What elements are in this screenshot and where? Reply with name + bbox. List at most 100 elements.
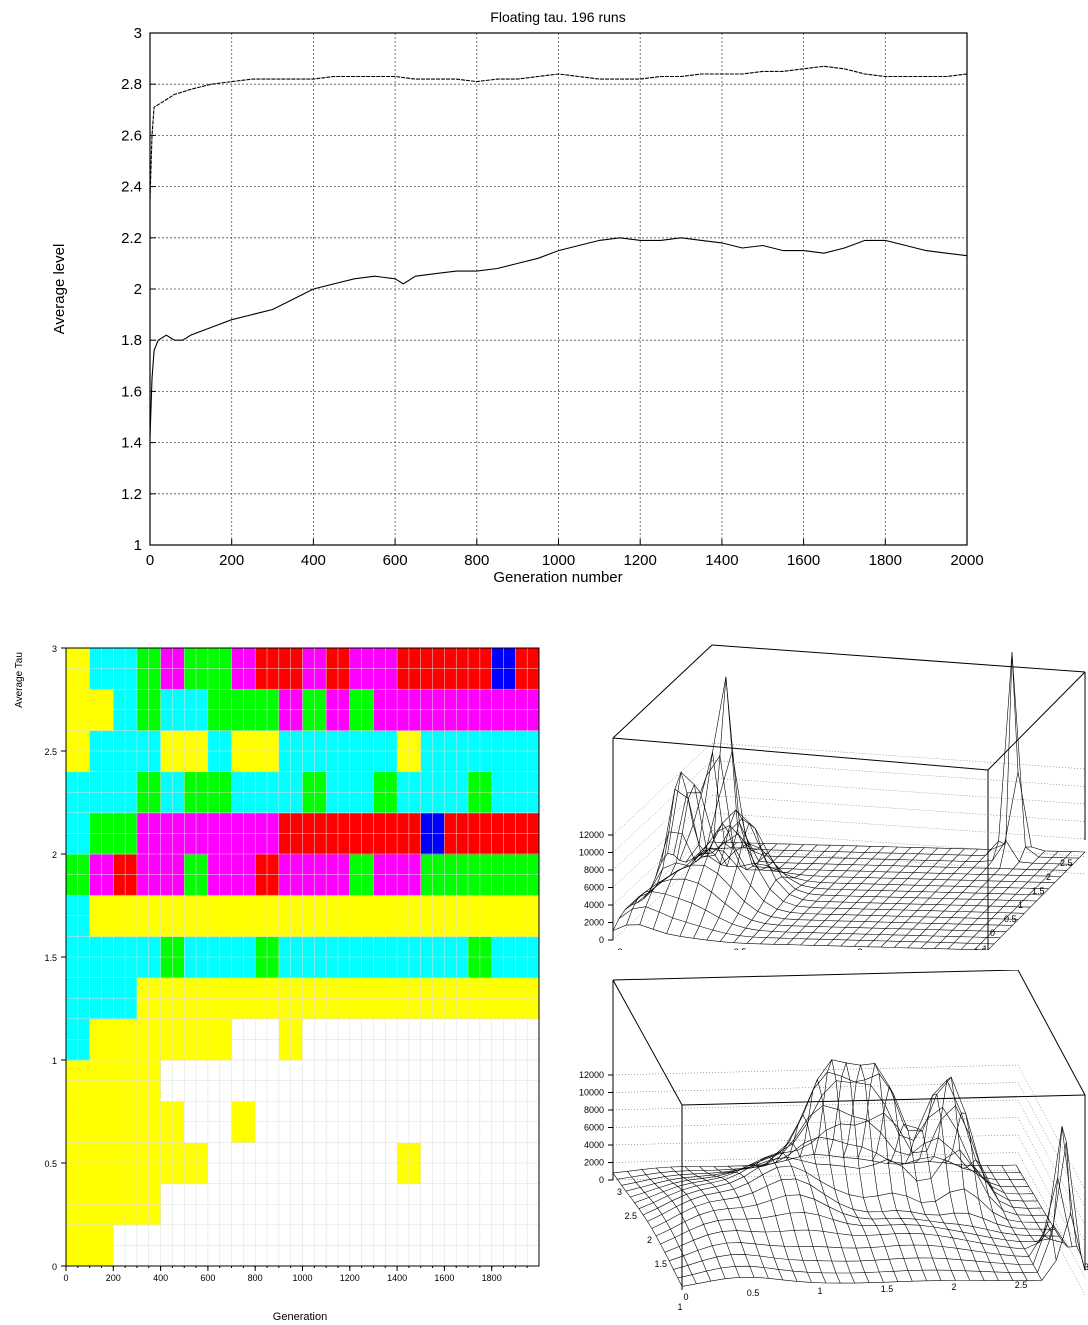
mesh-line <box>934 846 1032 949</box>
y-tick-label: 2 <box>1046 872 1051 882</box>
surface-lower-ticks: 0 2000 4000 6000 8000 10000 12000 0 0.5 1 1.5 2 2.5 1… <box>579 1064 1088 1310</box>
contour-cell <box>66 895 91 937</box>
surface-box <box>612 644 1086 950</box>
z-gridline <box>711 830 1086 857</box>
contour-cell <box>302 648 327 690</box>
contour-x-tick-label: 200 <box>106 1273 121 1283</box>
mesh-line <box>637 864 1013 926</box>
contour-cell <box>184 689 209 731</box>
z-tick-label: 6000 <box>584 1123 604 1133</box>
z-tick-label: 12000 <box>579 1070 604 1080</box>
contour-cell <box>66 1101 91 1143</box>
mesh-line <box>814 1058 884 1283</box>
contour-cell <box>468 895 493 937</box>
surface-upper-mesh <box>612 652 1086 950</box>
contour-cell <box>278 895 303 937</box>
contour-cell <box>468 812 493 855</box>
contour-cell <box>89 1018 114 1061</box>
z-tick-label: 10000 <box>579 848 604 858</box>
x-tick-label: 1800 <box>869 552 902 569</box>
contour-cell <box>255 895 280 937</box>
mesh-line <box>843 1064 913 1282</box>
z-tick-label: 10000 <box>579 1088 604 1098</box>
y-tick-label: 2.8 <box>121 76 142 93</box>
mesh-line <box>742 1156 812 1283</box>
contour-cell <box>302 895 327 937</box>
contour-cell <box>420 1142 445 1185</box>
y-tick-label: 2.4 <box>121 179 142 196</box>
mesh-line <box>630 878 1007 932</box>
x-tick-label: 2.5 <box>1015 1280 1028 1290</box>
z-gridline <box>612 812 713 906</box>
contour-cell <box>255 1101 280 1143</box>
mesh-line <box>667 771 1043 896</box>
z-gridline <box>612 1064 1019 1076</box>
contour-cell <box>302 1142 327 1185</box>
contour-x-ticks: 0 200 400 600 800 1000 1200 1400 1600 1800 <box>63 1266 528 1283</box>
y-tick-label: 1.2 <box>121 486 142 503</box>
y-axis-label: Average level <box>51 244 68 335</box>
x-axis-label: Generation number <box>493 569 622 586</box>
y-tick-label: 2.5 <box>624 1211 637 1221</box>
mesh-line <box>655 809 1031 908</box>
mesh-line <box>643 1149 1047 1216</box>
y-tick-label: 3 <box>617 1187 622 1197</box>
y-tick-label: 1 <box>134 537 142 554</box>
mesh-line <box>634 1073 1038 1203</box>
contour-y-tick-label: 3 <box>52 644 57 654</box>
grid <box>150 33 967 545</box>
z-tick-label: 0 <box>599 1175 604 1185</box>
y-tick-label: 1.6 <box>121 383 142 400</box>
mesh-line <box>679 754 1055 883</box>
contour-cell <box>397 895 422 937</box>
contour-cell <box>278 1018 303 1061</box>
mesh-line <box>660 1212 1064 1245</box>
mesh-line <box>612 924 989 950</box>
mesh-line <box>638 1104 1042 1209</box>
x-tick-label: 0 <box>146 552 154 569</box>
y-tick-label: 1.5 <box>1032 886 1045 896</box>
contour-cell <box>468 1018 493 1061</box>
contour-cell <box>302 1018 327 1061</box>
contour-cell <box>326 1142 351 1185</box>
z-gridline <box>612 847 713 941</box>
mesh-line <box>612 1153 1017 1174</box>
z-tick-label: 0 <box>599 935 604 945</box>
y-axis-ticks: 1 1.2 1.4 1.6 1.8 2 2.2 2.4 2.6 2.8 3 <box>121 25 156 554</box>
contour-y-tick-label: 2.5 <box>44 747 57 757</box>
line-chart: Floating tau. 196 runs 0 200 400 600 800 1000… <box>51 9 984 586</box>
mesh-line <box>703 652 1079 859</box>
contour-x-label: Generation <box>273 1311 327 1323</box>
z-gridline <box>612 1134 1019 1146</box>
contour-cell <box>397 1142 422 1185</box>
contour-cell <box>184 648 209 690</box>
contour-cell <box>397 648 422 690</box>
contour-cell <box>89 689 114 731</box>
contour-cell <box>255 689 280 731</box>
x-tick-label: 600 <box>383 552 408 569</box>
contour-y-tick-label: 0 <box>52 1262 57 1272</box>
y-tick-label: 3 <box>134 25 142 42</box>
y-tick-label: 1.8 <box>121 332 142 349</box>
mesh-line <box>655 1194 1060 1237</box>
mesh-line <box>661 788 1037 902</box>
z-gridline <box>1017 1099 1086 1226</box>
mesh-line <box>681 1212 1086 1287</box>
z-tick-label: 4000 <box>584 900 604 910</box>
x-tick-label: 1200 <box>624 552 657 569</box>
x-tick-label: 1.5 <box>974 947 987 950</box>
mesh-line <box>639 752 737 925</box>
mesh-line <box>746 845 845 944</box>
surface-box <box>612 970 1086 1290</box>
contour-cell <box>278 689 303 731</box>
contour-cell <box>255 812 280 855</box>
contour-cell <box>89 1142 114 1185</box>
contour-cell <box>397 1101 422 1143</box>
y-tick-label: 0 <box>990 928 995 938</box>
contour-cell <box>326 812 351 855</box>
z-tick-label: 2000 <box>584 918 604 928</box>
x-tick-label: 2 <box>951 1282 956 1292</box>
mesh-line <box>760 845 858 945</box>
mesh-line <box>929 1076 999 1281</box>
contour-x-tick-label: 1000 <box>292 1273 312 1283</box>
